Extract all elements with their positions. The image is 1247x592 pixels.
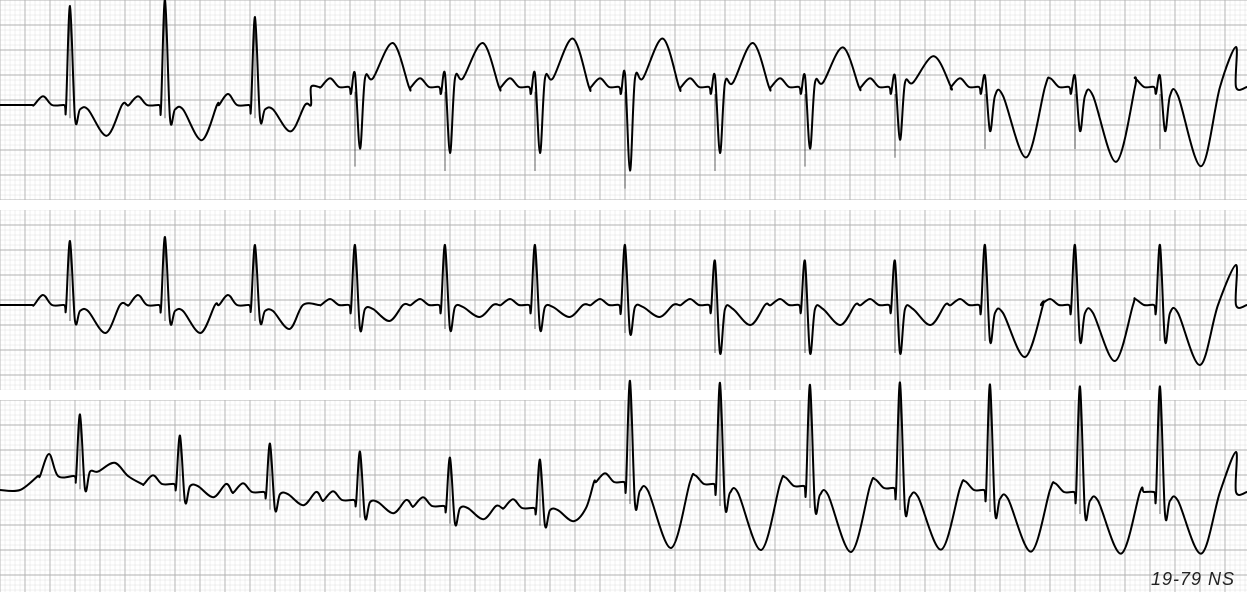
ecg-readout: 19-79 NS <box>0 0 1247 592</box>
ecg-svg <box>0 0 1247 592</box>
